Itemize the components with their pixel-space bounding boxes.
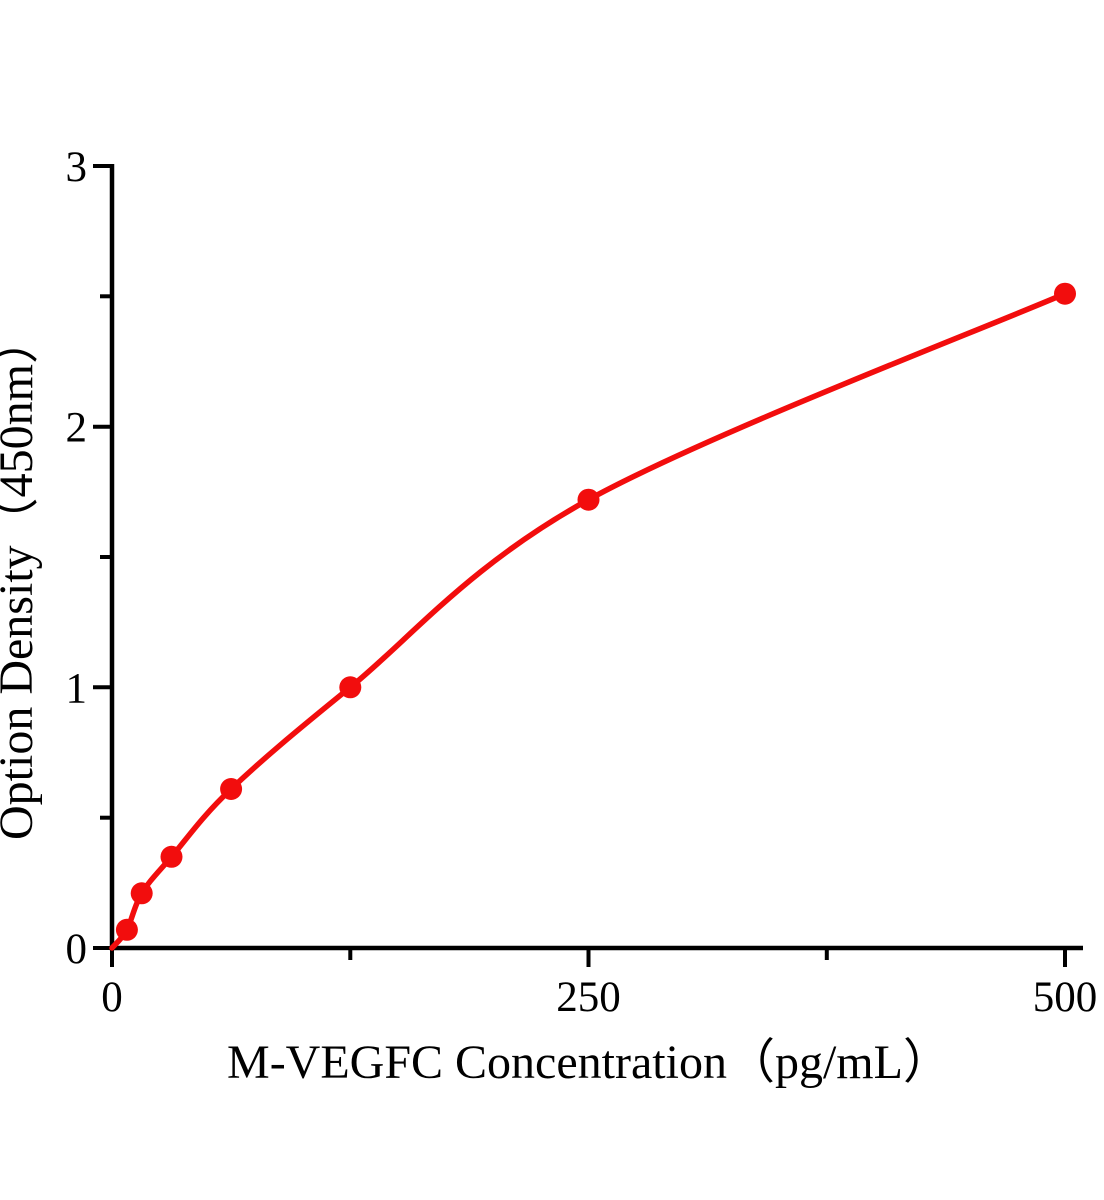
data-point	[130, 882, 153, 905]
fit-curve	[109, 290, 1068, 951]
data-point	[339, 676, 362, 699]
data-point	[115, 918, 138, 941]
axes-layer: 0 250 500 0 1 2 3	[66, 144, 1098, 1021]
y-tick-label: 0	[66, 926, 88, 973]
x-tick-label: 500	[1033, 974, 1098, 1021]
x-axis-title: M-VEGFC Concentration（pg/mL）	[227, 1036, 951, 1089]
data-point	[1054, 282, 1076, 305]
x-tick-label: 0	[101, 974, 123, 1021]
y-axis-title: Option Density（450nm）	[0, 316, 43, 840]
y-tick-label: 2	[66, 405, 88, 452]
series-layer	[109, 282, 1076, 951]
data-point	[577, 488, 600, 511]
y-tick-label: 1	[66, 665, 88, 712]
data-point	[160, 845, 183, 868]
data-point	[220, 778, 243, 800]
y-tick-label: 3	[66, 144, 88, 191]
x-tick-label: 250	[556, 974, 621, 1021]
